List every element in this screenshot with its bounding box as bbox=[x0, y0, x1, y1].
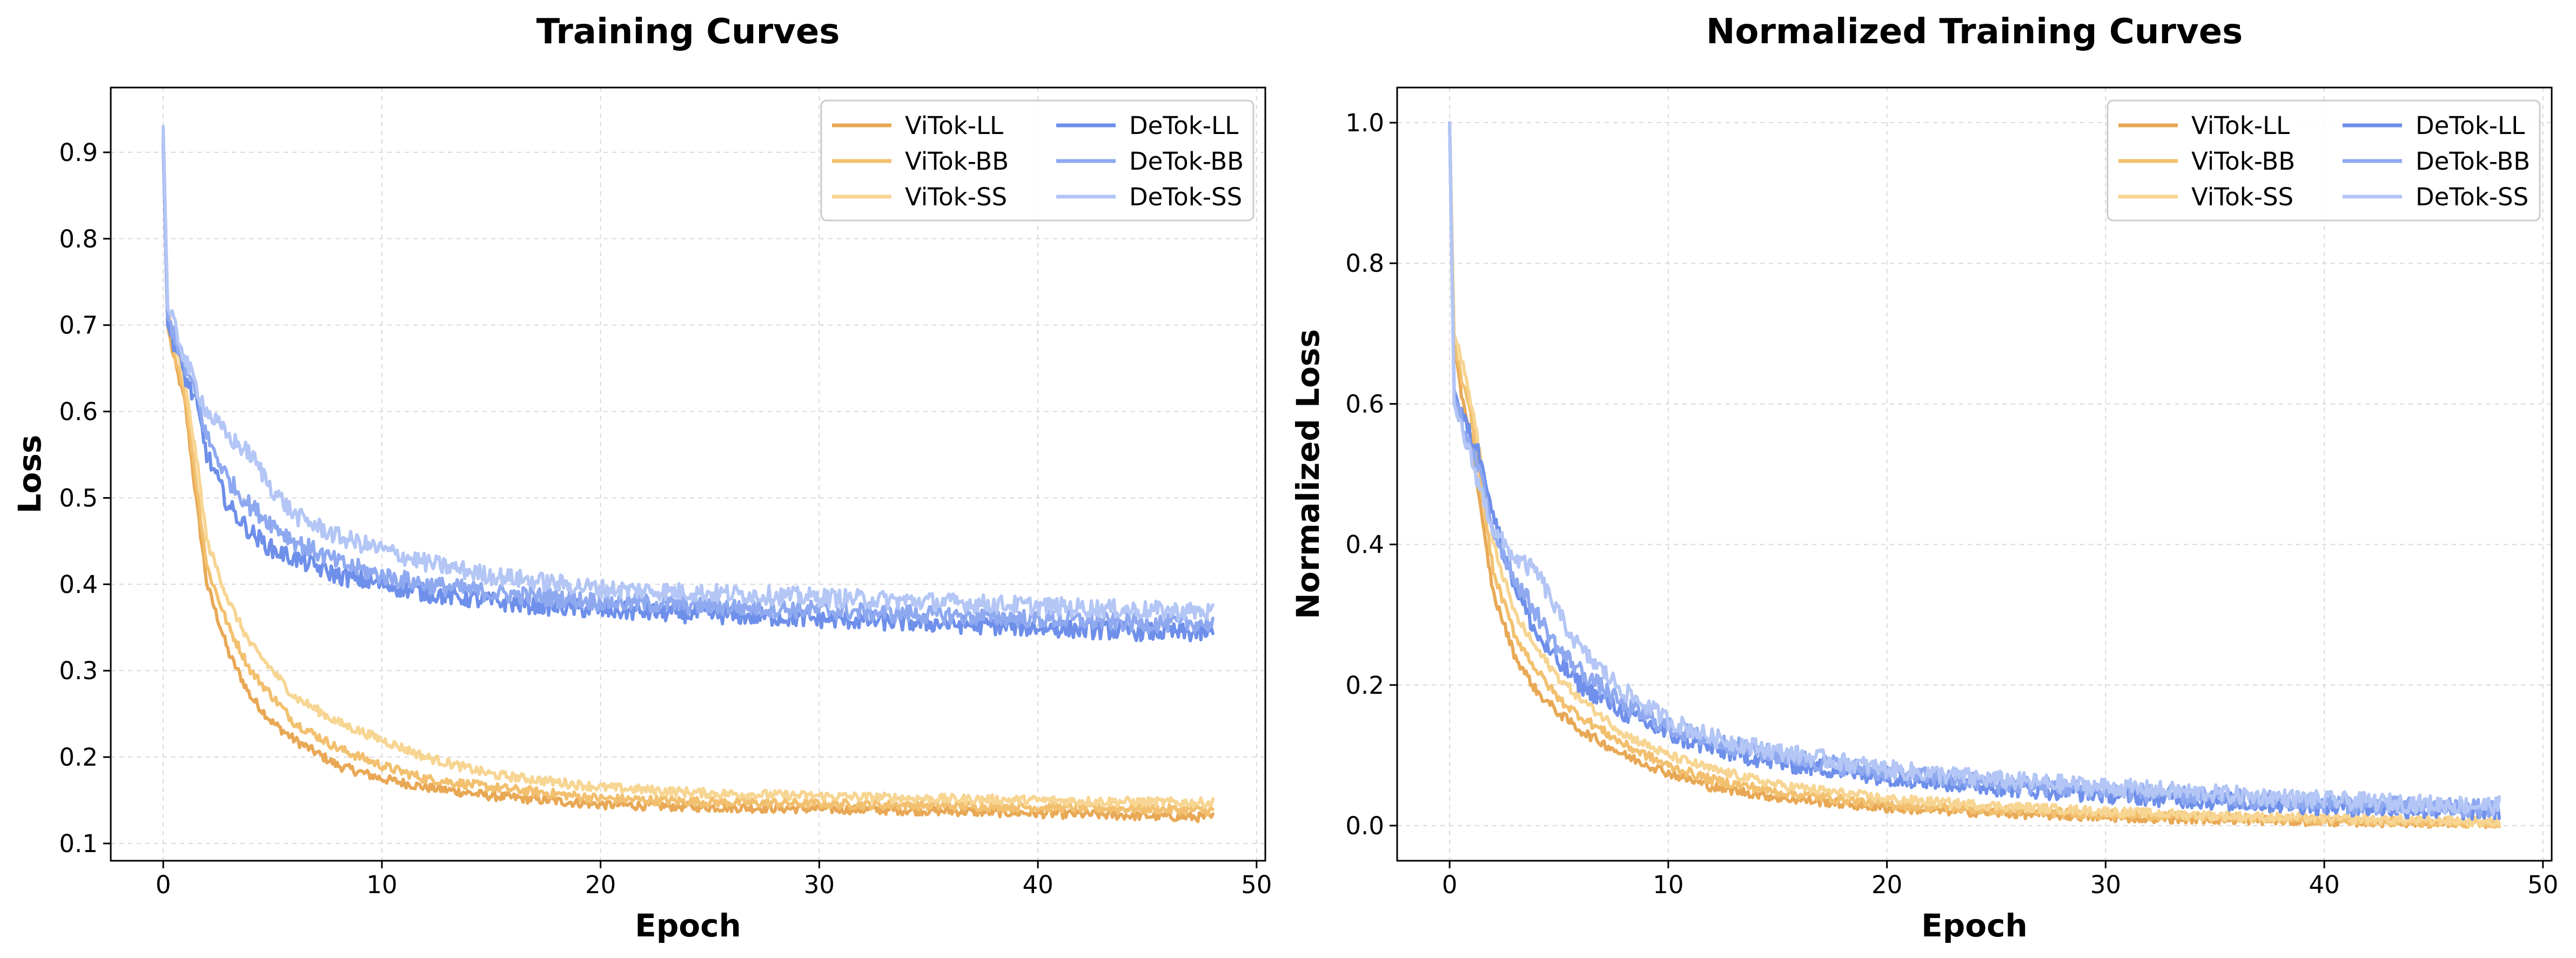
y-tick-label: 0.8 bbox=[59, 225, 98, 253]
y-tick-label: 0.9 bbox=[59, 138, 98, 167]
y-tick-label: 0.8 bbox=[1345, 249, 1384, 278]
series-line-vitok-ss bbox=[1448, 121, 2501, 828]
legend: ViTok-LL ViTok-BB ViTok-SS DeTok-LL DeTok-BB… bbox=[2107, 99, 2541, 222]
y-tick-label: 1.0 bbox=[1345, 109, 1384, 137]
legend-label: ViTok-LL bbox=[2191, 111, 2290, 140]
y-tick-label: 0.5 bbox=[59, 484, 98, 512]
x-axis-label: Epoch bbox=[635, 907, 741, 944]
y-axis-label: Normalized Loss bbox=[1290, 329, 1326, 619]
series-group bbox=[162, 124, 1215, 823]
axes-frame bbox=[1396, 86, 2553, 862]
x-tick-label: 40 bbox=[2309, 870, 2339, 899]
legend-label: DeTok-LL bbox=[2416, 111, 2525, 140]
y-tick-label: 0.4 bbox=[59, 570, 98, 599]
x-tick-label: 10 bbox=[1653, 870, 1683, 899]
legend-box bbox=[820, 99, 1255, 222]
x-tick-label: 50 bbox=[2527, 870, 2558, 899]
y-tick-label: 0.0 bbox=[1345, 812, 1384, 840]
x-tick-label: 40 bbox=[1022, 870, 1053, 899]
legend-label: DeTok-BB bbox=[1129, 147, 1244, 176]
y-tick-label: 0.2 bbox=[1345, 671, 1384, 700]
y-tick-label: 0.6 bbox=[1345, 390, 1384, 418]
y-tick-label: 0.7 bbox=[59, 311, 98, 340]
series-line-vitok-bb bbox=[162, 133, 1215, 817]
y-axis-label: Loss bbox=[11, 435, 48, 514]
y-tick-label: 0.6 bbox=[59, 398, 98, 426]
chart-title: Normalized Training Curves bbox=[1706, 12, 2243, 52]
x-tick-label: 10 bbox=[366, 870, 397, 899]
legend: ViTok-LL ViTok-BB ViTok-SS DeTok-LL DeTok-BB… bbox=[820, 99, 1255, 222]
x-tick-label: 0 bbox=[156, 870, 171, 899]
chart-panel-1: 0 10 20 30 40 50 0.1 0.2 0.3 0.4 0.5 0.6 0.7 0.8 0.9 Tr… bbox=[11, 12, 1272, 944]
legend-label: DeTok-SS bbox=[1129, 183, 1242, 211]
x-tick-label: 30 bbox=[2090, 870, 2121, 899]
legend-label: DeTok-SS bbox=[2416, 183, 2528, 211]
legend-label: ViTok-BB bbox=[2191, 147, 2295, 176]
series-line-detok-bb bbox=[1448, 121, 2501, 820]
series-line-detok-ss bbox=[1448, 121, 2501, 817]
y-tick-label: 0.3 bbox=[59, 656, 98, 685]
series-line-vitok-bb bbox=[1448, 121, 2501, 829]
x-tick-label: 0 bbox=[1442, 870, 1458, 899]
chart-panel-2: 0 10 20 30 40 50 0.0 0.2 0.4 0.6 0.8 1.0 Normalized … bbox=[1290, 12, 2558, 944]
x-tick-label: 20 bbox=[585, 870, 616, 899]
y-tick-label: 0.1 bbox=[59, 829, 98, 858]
y-tick-label: 0.4 bbox=[1345, 531, 1384, 559]
series-line-detok-ll bbox=[162, 142, 1215, 642]
series-group bbox=[1448, 121, 2501, 829]
legend-label: ViTok-BB bbox=[905, 147, 1009, 176]
legend-label: ViTok-SS bbox=[905, 183, 1007, 211]
legend-label: DeTok-LL bbox=[1129, 111, 1238, 140]
series-line-detok-ll bbox=[1448, 121, 2501, 821]
legend-box bbox=[2107, 99, 2541, 222]
series-line-vitok-ll bbox=[1448, 121, 2501, 829]
x-axis-label: Epoch bbox=[1921, 907, 2028, 944]
legend-label: DeTok-BB bbox=[2416, 147, 2530, 176]
series-line-vitok-ll bbox=[162, 142, 1215, 823]
y-tick-label: 0.2 bbox=[59, 743, 98, 772]
legend-label: ViTok-LL bbox=[905, 111, 1003, 140]
legend-label: ViTok-SS bbox=[2191, 183, 2293, 211]
axes-frame bbox=[110, 86, 1266, 862]
x-tick-label: 30 bbox=[804, 870, 835, 899]
series-line-detok-ss bbox=[162, 124, 1215, 622]
series-line-vitok-ss bbox=[162, 124, 1215, 809]
x-tick-label: 20 bbox=[1871, 870, 1902, 899]
chart-title: Training Curves bbox=[536, 12, 840, 52]
x-tick-label: 50 bbox=[1241, 870, 1272, 899]
